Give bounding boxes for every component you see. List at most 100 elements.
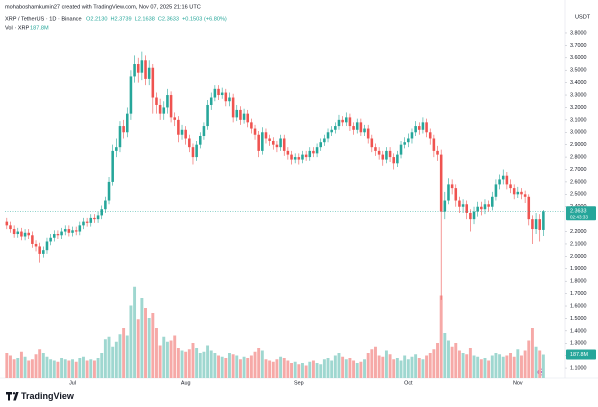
volume-bar — [483, 358, 487, 378]
volume-bar — [301, 363, 304, 378]
candle-body — [301, 154, 304, 160]
volume-bar — [472, 355, 476, 378]
y-tick-label: 1.6000 — [570, 303, 587, 309]
candle-body — [151, 67, 155, 98]
candle-body — [476, 206, 479, 212]
volume-bar — [439, 295, 443, 378]
volume-bar — [468, 348, 472, 378]
volume-bar — [249, 355, 253, 378]
volume-bar — [187, 349, 191, 378]
volume-bar — [224, 358, 228, 378]
candle-body — [344, 117, 348, 123]
volume-bar — [133, 286, 137, 378]
candle-body — [436, 150, 439, 155]
logo: TradingView — [6, 391, 75, 401]
volume-bar — [238, 359, 242, 378]
volume-bar — [63, 359, 67, 378]
volume-bar — [111, 346, 115, 378]
volume-bar — [282, 358, 286, 378]
last-price-box — [566, 206, 596, 221]
candle-body — [104, 200, 107, 210]
candle-body — [38, 246, 41, 254]
candle-body — [5, 221, 9, 226]
volume-bar — [213, 353, 217, 378]
volume-bar — [235, 355, 239, 378]
volume-bar — [363, 359, 366, 378]
ohlc-value: O2.2130 — [86, 16, 107, 22]
volume-bar — [322, 359, 326, 378]
candle-body — [74, 230, 78, 232]
candle-body — [304, 154, 308, 158]
candle-body — [512, 188, 516, 195]
candle-body — [414, 126, 417, 133]
volume-bar — [242, 356, 246, 378]
volume-bar — [92, 360, 96, 378]
candle-body — [63, 229, 67, 232]
volume-bar — [209, 350, 213, 378]
volume-bar — [264, 359, 268, 378]
volume-bar — [38, 349, 42, 378]
candle-body — [169, 95, 173, 118]
volume-bar — [399, 360, 403, 378]
candle-body — [42, 250, 45, 254]
volume-bar — [348, 358, 352, 378]
volume-bar — [315, 363, 319, 378]
candle-body — [363, 128, 366, 133]
candle-body — [133, 64, 136, 77]
candle-body — [480, 206, 483, 210]
volume-bar — [85, 360, 89, 378]
volume-bar — [27, 360, 31, 378]
candle-body — [213, 88, 217, 98]
candle-body — [509, 184, 512, 189]
candle-body — [454, 188, 458, 201]
volume-bar — [319, 364, 323, 378]
candle-body — [432, 138, 436, 151]
candle-body — [396, 154, 399, 164]
candle-body — [257, 134, 260, 151]
candle-body — [206, 104, 209, 127]
volume-bar — [333, 355, 337, 378]
candle-body — [224, 92, 228, 102]
volume-bar — [191, 343, 195, 378]
volume-bar — [5, 353, 9, 378]
volume-bar — [16, 358, 20, 378]
candle-body — [118, 126, 122, 148]
candle-body — [501, 175, 505, 180]
volume-bar — [96, 358, 100, 378]
volume-bar — [184, 351, 188, 378]
candle-body — [96, 215, 100, 220]
volume-bar — [118, 334, 122, 378]
candle-body — [20, 231, 23, 237]
volume-bar — [465, 354, 469, 378]
x-tick-label: Jul — [69, 380, 76, 386]
candle-body — [253, 128, 257, 135]
candle-body — [195, 144, 198, 158]
candle-body — [483, 204, 487, 210]
volume-bar — [406, 359, 410, 378]
candle-body — [323, 138, 326, 143]
candle-body — [78, 225, 82, 232]
candle-body — [487, 204, 490, 207]
volume-bar — [384, 350, 388, 378]
y-tick-label: 2.0000 — [570, 254, 587, 260]
candle-body — [425, 122, 428, 133]
volume-bar — [9, 355, 12, 378]
candle-body — [469, 212, 472, 220]
candle-body — [308, 150, 312, 158]
candle-body — [34, 243, 38, 247]
volume-title: Vol · XRP — [5, 25, 30, 31]
volume-bar — [82, 356, 85, 378]
volume-bars — [5, 286, 545, 378]
candle-body — [27, 232, 31, 236]
candle-body — [271, 140, 275, 145]
candle-body — [421, 122, 425, 130]
candle-body — [538, 219, 542, 230]
volume-bar — [530, 328, 534, 378]
candle-body — [261, 132, 264, 151]
candle-body — [447, 184, 450, 201]
candle-body — [275, 144, 279, 148]
volume-bar — [494, 353, 498, 378]
volume-bar — [388, 354, 392, 378]
